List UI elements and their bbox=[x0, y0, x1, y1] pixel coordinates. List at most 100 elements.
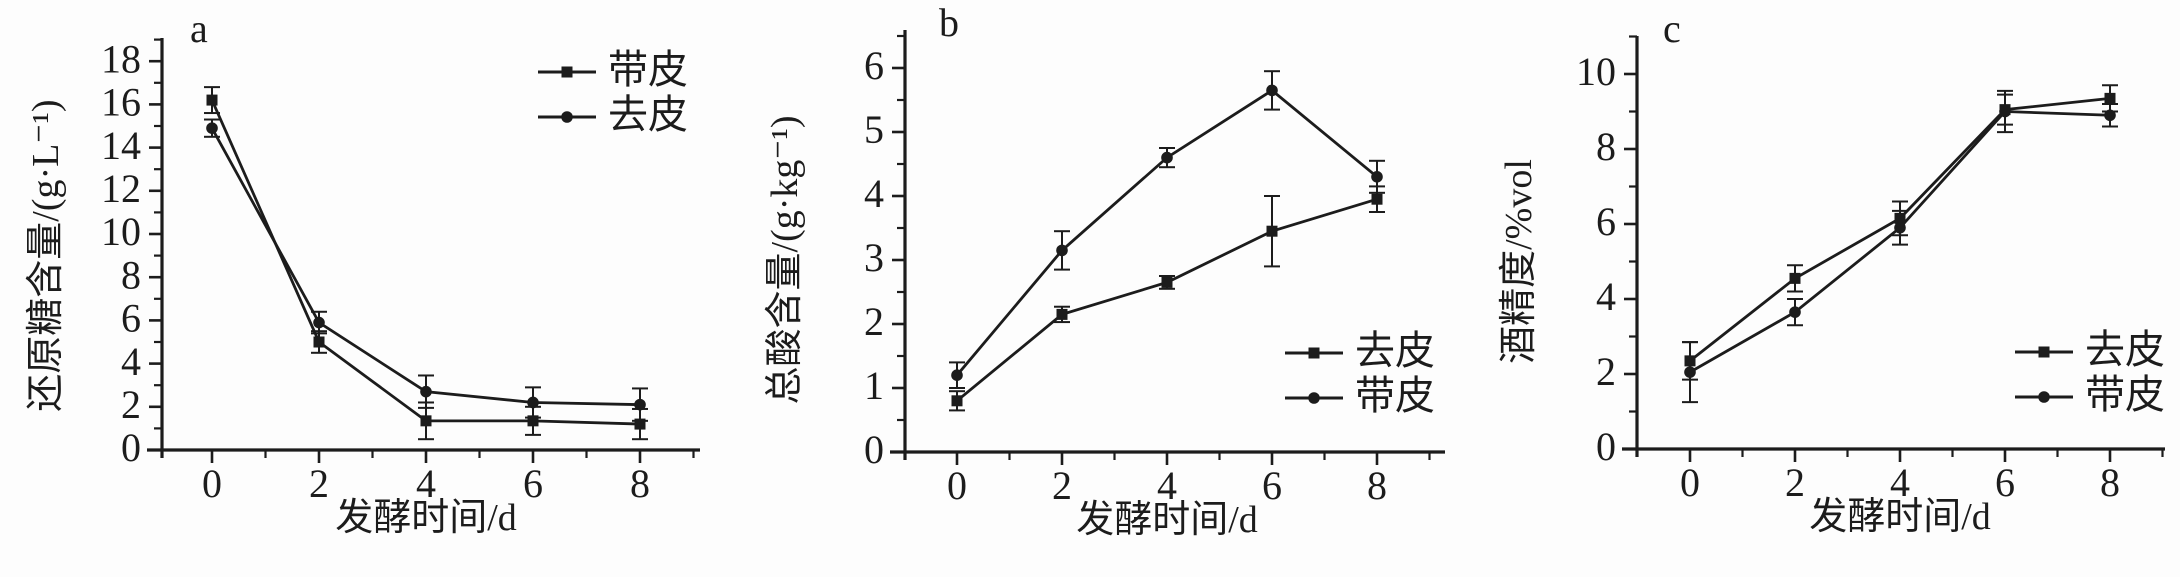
y-tick-label: 16 bbox=[101, 80, 141, 125]
square-marker bbox=[527, 415, 539, 427]
legend-square-marker bbox=[1308, 347, 1320, 359]
legend-label: 带皮 bbox=[608, 47, 688, 92]
circle-marker bbox=[1894, 221, 1906, 234]
x-tick-label: 0 bbox=[947, 463, 967, 508]
panel-letter: a bbox=[190, 6, 208, 51]
y-tick-label: 8 bbox=[1596, 124, 1616, 169]
y-tick-label: 6 bbox=[864, 43, 884, 88]
y-tick-label: 0 bbox=[121, 425, 141, 470]
y-tick-label: 4 bbox=[864, 171, 884, 216]
circle-marker bbox=[634, 398, 646, 411]
square-marker bbox=[634, 418, 646, 430]
legend-circle-marker bbox=[561, 111, 573, 123]
x-tick-label: 8 bbox=[630, 461, 650, 506]
y-axis-title: 总酸含量/(g·kg⁻¹) bbox=[764, 116, 806, 405]
legend-label: 去皮 bbox=[608, 92, 688, 137]
circle-marker bbox=[1161, 151, 1173, 164]
legend-label: 去皮 bbox=[2085, 327, 2165, 372]
x-axis-title: 发酵时间/d bbox=[335, 497, 517, 539]
square-marker bbox=[313, 336, 325, 348]
y-tick-label: 10 bbox=[1576, 49, 1616, 94]
series-line bbox=[210, 127, 641, 407]
series-带皮 bbox=[949, 70, 1385, 389]
y-axis-title: 还原糖含量/(g·L⁻¹) bbox=[25, 100, 67, 412]
y-tick-label: 4 bbox=[121, 339, 141, 384]
x-axis-title: 发酵时间/d bbox=[1809, 496, 1991, 538]
x-tick-label: 0 bbox=[1680, 460, 1700, 505]
x-tick-label: 4 bbox=[416, 461, 436, 506]
y-tick-label: 3 bbox=[864, 235, 884, 280]
y-tick-label: 8 bbox=[121, 252, 141, 297]
circle-marker bbox=[420, 385, 432, 398]
y-tick-label: 2 bbox=[121, 382, 141, 427]
y-tick-label: 2 bbox=[864, 299, 884, 344]
x-tick-label: 8 bbox=[2100, 460, 2120, 505]
square-marker bbox=[1161, 276, 1173, 288]
legend-label: 带皮 bbox=[1355, 373, 1435, 418]
y-tick-label: 14 bbox=[101, 123, 141, 168]
x-tick-label: 4 bbox=[1157, 463, 1177, 508]
y-tick-label: 0 bbox=[1596, 424, 1616, 469]
legend-square-marker bbox=[2038, 346, 2050, 358]
x-tick-label: 0 bbox=[202, 461, 222, 506]
x-tick-label: 8 bbox=[1367, 463, 1387, 508]
square-marker bbox=[2104, 92, 2116, 104]
axes bbox=[1622, 35, 2165, 462]
x-tick-label: 2 bbox=[1785, 460, 1805, 505]
x-axis-title: 发酵时间/d bbox=[1076, 499, 1258, 541]
circle-marker bbox=[1056, 244, 1068, 257]
circle-marker bbox=[1371, 171, 1383, 183]
circle-marker bbox=[313, 316, 325, 329]
circle-marker bbox=[1684, 366, 1696, 378]
square-marker bbox=[951, 395, 963, 407]
square-marker bbox=[420, 415, 432, 427]
circle-marker bbox=[206, 122, 218, 134]
axes bbox=[890, 30, 1445, 465]
square-marker bbox=[1789, 272, 1801, 284]
y-tick-label: 1 bbox=[864, 363, 884, 408]
circle-marker bbox=[527, 396, 539, 409]
y-tick-label: 0 bbox=[864, 427, 884, 472]
circle-marker bbox=[2104, 109, 2116, 122]
legend-label: 去皮 bbox=[1355, 328, 1435, 373]
series-去皮 bbox=[204, 118, 648, 422]
x-tick-label: 6 bbox=[1995, 460, 2015, 505]
x-tick-label: 6 bbox=[1262, 463, 1282, 508]
y-tick-label: 6 bbox=[1596, 199, 1616, 244]
series-line bbox=[955, 88, 1378, 377]
y-tick-label: 10 bbox=[101, 209, 141, 254]
x-tick-label: 6 bbox=[523, 461, 543, 506]
y-tick-label: 18 bbox=[101, 36, 141, 81]
square-marker bbox=[1371, 193, 1383, 205]
y-tick-label: 5 bbox=[864, 107, 884, 152]
square-marker bbox=[206, 94, 218, 106]
panel-letter: c bbox=[1663, 6, 1681, 51]
series-带皮 bbox=[1682, 89, 2118, 404]
legend-circle-marker bbox=[2038, 391, 2050, 403]
y-tick-label: 6 bbox=[121, 296, 141, 341]
circle-marker bbox=[1999, 105, 2011, 118]
y-tick-label: 12 bbox=[101, 166, 141, 211]
series-去皮 bbox=[949, 185, 1385, 412]
axes bbox=[147, 38, 700, 463]
square-marker bbox=[1266, 225, 1278, 237]
legend-label: 带皮 bbox=[2085, 372, 2165, 417]
y-tick-label: 4 bbox=[1596, 274, 1616, 319]
panel-letter: b bbox=[939, 0, 959, 45]
square-marker bbox=[1056, 308, 1068, 320]
legend-square-marker bbox=[561, 66, 573, 78]
y-tick-label: 2 bbox=[1596, 349, 1616, 394]
x-tick-label: 4 bbox=[1890, 460, 1910, 505]
x-tick-label: 2 bbox=[1052, 463, 1072, 508]
y-axis-title: 酒精度/%vol bbox=[1498, 159, 1540, 364]
chart-a: 0 2 4 6 8024681012141618a还原糖含量/(g·L⁻¹)发酵时间/d… bbox=[25, 6, 700, 539]
circle-marker bbox=[1789, 306, 1801, 318]
circle-marker bbox=[951, 369, 963, 382]
